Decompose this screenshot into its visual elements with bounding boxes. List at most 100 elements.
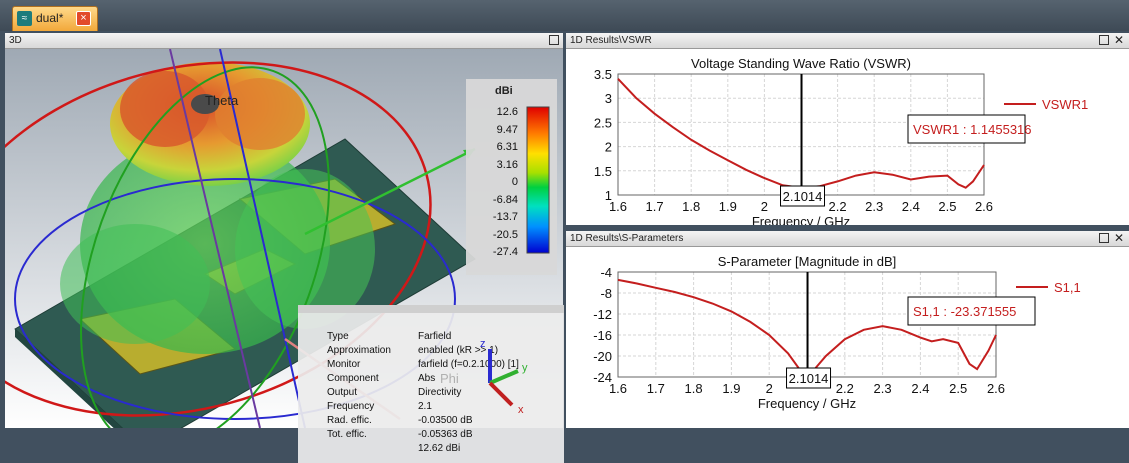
marker-readout-box bbox=[907, 114, 1026, 144]
tab-title: dual* bbox=[36, 11, 64, 25]
maximize-icon[interactable] bbox=[1099, 233, 1109, 243]
legend-label: S1,1 bbox=[1054, 280, 1081, 295]
property-value: 12.62 dBi bbox=[418, 443, 461, 454]
property-value: -0.03500 dB bbox=[418, 415, 473, 426]
property-value: 2.1 bbox=[418, 401, 432, 412]
x-tick-label: 2.2 bbox=[829, 199, 847, 214]
scale-tick: 9.47 bbox=[497, 124, 518, 136]
y-tick-label: 2 bbox=[605, 140, 612, 155]
x-tick-label: 2.3 bbox=[874, 381, 892, 396]
x-axis-label: Frequency / GHz bbox=[752, 214, 850, 225]
phi-circle bbox=[14, 178, 456, 420]
property-row: Monitor farfield (f=0.2.1000) [1] bbox=[298, 359, 564, 372]
property-row: Rad. effic. -0.03500 dB bbox=[298, 415, 564, 428]
chart-title: Voltage Standing Wave Ratio (VSWR) bbox=[691, 56, 911, 71]
property-row: Frequency 2.1 bbox=[298, 401, 564, 414]
property-row: Output Directivity bbox=[298, 387, 564, 400]
maximize-icon[interactable] bbox=[1099, 35, 1109, 45]
property-value: Directivity bbox=[418, 387, 462, 398]
scale-tick: 6.31 bbox=[497, 141, 518, 153]
legend-label: VSWR1 bbox=[1042, 97, 1088, 112]
property-key: Rad. effic. bbox=[327, 415, 372, 426]
panel-title: 1D Results\S-Parameters bbox=[570, 233, 684, 244]
panel-title: 3D bbox=[9, 35, 22, 46]
property-value: Farfield bbox=[418, 331, 452, 342]
scale-tick: -13.7 bbox=[493, 211, 518, 223]
color-scale-bar bbox=[526, 106, 550, 254]
scale-tick: -20.5 bbox=[493, 229, 518, 241]
x-tick-label: 1.6 bbox=[609, 199, 627, 214]
x-tick-label: 1.8 bbox=[682, 199, 700, 214]
close-icon[interactable]: × bbox=[76, 11, 91, 26]
property-key: Monitor bbox=[327, 359, 361, 370]
y-tick-label: 1.5 bbox=[594, 164, 612, 179]
property-key: Approximation bbox=[327, 345, 391, 356]
property-key: Frequency bbox=[327, 401, 375, 412]
close-icon[interactable]: ✕ bbox=[1113, 33, 1124, 47]
marker-readout: S1,1 : -23.371555 bbox=[913, 304, 1016, 319]
x-tick-label: 2.3 bbox=[865, 199, 883, 214]
phi-label: Phi bbox=[440, 371, 459, 386]
y-tick-label: -4 bbox=[600, 265, 612, 280]
document-tab[interactable]: ≈ dual* × bbox=[12, 6, 98, 31]
x-tick-label: 2 bbox=[766, 381, 773, 396]
panel-vswr-titlebar: 1D Results\VSWR ✕ bbox=[566, 33, 1129, 49]
x-tick-label: 2.6 bbox=[987, 381, 1005, 396]
sparameter-chart[interactable]: 1.6 1.7 1.8 1.9 2 2.2 2.3 2.4 2.5 2.6 -4 -8 -12 -16 -2… bbox=[566, 247, 1129, 428]
x-tick-label: 2.5 bbox=[949, 381, 967, 396]
property-key: Component bbox=[327, 373, 379, 384]
y-tick-label: 3.5 bbox=[594, 67, 612, 82]
x-axis-arrow bbox=[304, 147, 476, 236]
y-tick-label: 1 bbox=[605, 188, 612, 203]
chart-title: S-Parameter [Magnitude in dB] bbox=[718, 254, 896, 269]
x-tick-label: 2.2 bbox=[836, 381, 854, 396]
marker-x-label: 2.1014 bbox=[783, 189, 823, 204]
marker-x-box bbox=[780, 185, 826, 207]
property-key: Type bbox=[327, 331, 349, 342]
panel-vswr: 1D Results\VSWR ✕ 1.6 1.7 1.8 1.9 2 2.2 2.3 2.4… bbox=[566, 33, 1129, 225]
property-value: farfield (f=0.2.1000) [1] bbox=[418, 359, 519, 370]
x-tick-label: 2.5 bbox=[938, 199, 956, 214]
waves-icon: ≈ bbox=[17, 11, 32, 26]
scale-tick: -6.84 bbox=[493, 194, 518, 206]
property-key: Output bbox=[327, 387, 358, 398]
axis-label-y: y bbox=[522, 362, 528, 374]
maximize-icon[interactable] bbox=[549, 35, 559, 45]
x-tick-label: 2.4 bbox=[911, 381, 929, 396]
document-tab-bar: ≈ dual* × bbox=[0, 0, 1129, 31]
vswr-chart[interactable]: 1.6 1.7 1.8 1.9 2 2.2 2.3 2.4 2.5 2.6 3.5 3 2.5 2 1.5 1… bbox=[566, 49, 1129, 225]
axis-label-x: x bbox=[518, 404, 524, 415]
property-row: Approximation enabled (kR >> 1) bbox=[298, 345, 564, 358]
close-icon[interactable]: ✕ bbox=[1113, 231, 1124, 245]
panel-sparam-titlebar: 1D Results\S-Parameters ✕ bbox=[566, 231, 1129, 247]
scale-tick: 0 bbox=[512, 176, 518, 188]
theta-label: Theta bbox=[205, 93, 239, 108]
farfield-3d-view[interactable]: Theta dBi 12.6 9.47 6.31 3.16 0 -6.84 -1… bbox=[5, 49, 563, 428]
x-tick-label: 1.6 bbox=[609, 381, 627, 396]
x-tick-label: 1.9 bbox=[722, 381, 740, 396]
property-value: Abs bbox=[418, 373, 436, 384]
panel-3d-titlebar: 3D bbox=[5, 33, 563, 49]
y-tick-label: 3 bbox=[605, 91, 612, 106]
series-line bbox=[617, 278, 997, 375]
panel-3d: 3D bbox=[5, 33, 564, 463]
scale-tick: 3.16 bbox=[497, 159, 518, 171]
property-row: Tot. effic. -0.05363 dB bbox=[298, 429, 564, 442]
property-row: 12.62 dBi bbox=[298, 443, 564, 456]
scale-tick: 12.6 bbox=[497, 106, 518, 118]
panel-title: 1D Results\VSWR bbox=[570, 35, 652, 46]
property-row: Component Abs bbox=[298, 373, 564, 386]
property-value: enabled (kR >> 1) bbox=[418, 345, 499, 356]
y-tick-label: -12 bbox=[593, 307, 612, 322]
x-axis-label: Frequency / GHz bbox=[758, 396, 856, 411]
scale-tick: -27.4 bbox=[493, 246, 518, 258]
panel-sparameters: 1D Results\S-Parameters ✕ 1.6 1.7 1.8 1.9 2 2… bbox=[566, 231, 1129, 428]
marker-x-label: 2.1014 bbox=[789, 371, 829, 386]
color-scale-unit: dBi bbox=[495, 85, 513, 97]
property-row: Type Farfield bbox=[298, 331, 564, 344]
y-tick-label: -24 bbox=[593, 370, 612, 385]
x-tick-label: 1.7 bbox=[646, 199, 664, 214]
y-tick-label: -16 bbox=[593, 328, 612, 343]
marker-readout-box bbox=[907, 296, 1036, 326]
x-tick-label: 1.8 bbox=[685, 381, 703, 396]
